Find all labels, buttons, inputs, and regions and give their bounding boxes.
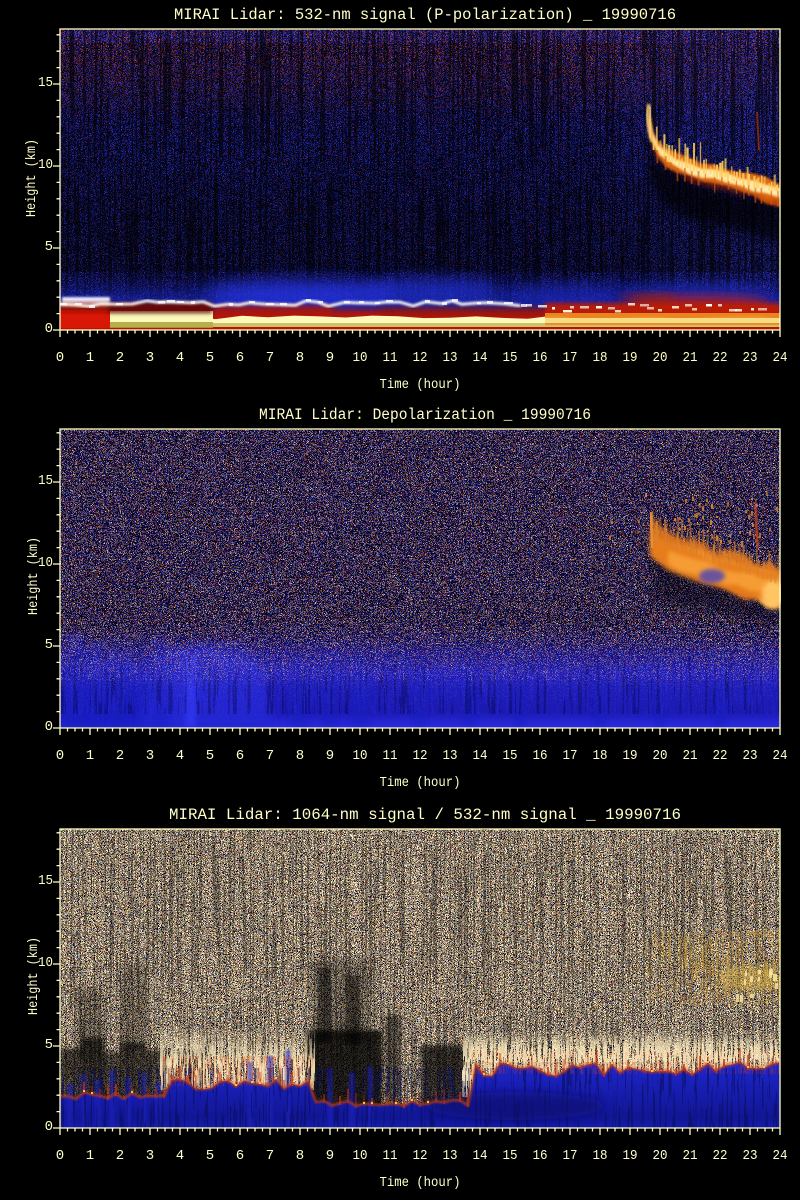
svg-text:3: 3 <box>146 748 154 764</box>
svg-text:19: 19 <box>623 1148 638 1164</box>
svg-text:Height (km): Height (km) <box>26 537 42 615</box>
svg-text:11: 11 <box>383 350 398 366</box>
svg-text:11: 11 <box>383 748 398 764</box>
svg-text:5: 5 <box>206 350 214 366</box>
svg-text:23: 23 <box>743 350 758 366</box>
svg-text:20: 20 <box>653 350 668 366</box>
svg-text:1: 1 <box>86 748 94 764</box>
svg-text:15: 15 <box>38 75 53 91</box>
svg-text:7: 7 <box>266 350 274 366</box>
svg-text:8: 8 <box>296 748 304 764</box>
svg-text:11: 11 <box>383 1148 398 1164</box>
svg-text:18: 18 <box>593 1148 608 1164</box>
svg-text:5: 5 <box>45 1037 53 1053</box>
svg-text:13: 13 <box>443 748 458 764</box>
svg-text:17: 17 <box>563 350 578 366</box>
svg-text:1: 1 <box>86 1148 94 1164</box>
svg-text:6: 6 <box>236 350 244 366</box>
svg-text:Time (hour): Time (hour) <box>380 775 461 791</box>
svg-text:Height (km): Height (km) <box>24 139 40 217</box>
svg-text:21: 21 <box>683 748 698 764</box>
svg-text:19: 19 <box>623 748 638 764</box>
svg-text:16: 16 <box>533 1148 548 1164</box>
svg-text:20: 20 <box>653 748 668 764</box>
svg-text:MIRAI Lidar: 1064-nm signal /: MIRAI Lidar: 1064-nm signal / 532-nm sig… <box>169 806 681 824</box>
svg-text:16: 16 <box>533 350 548 366</box>
svg-text:24: 24 <box>773 1148 788 1164</box>
svg-text:22: 22 <box>713 350 728 366</box>
svg-text:0: 0 <box>56 350 64 366</box>
svg-text:2: 2 <box>116 1148 124 1164</box>
svg-text:16: 16 <box>533 748 548 764</box>
svg-text:0: 0 <box>45 321 53 337</box>
svg-text:15: 15 <box>38 873 53 889</box>
svg-text:17: 17 <box>563 748 578 764</box>
svg-text:MIRAI Lidar: Depolarization _: MIRAI Lidar: Depolarization _ 19990716 <box>259 406 591 424</box>
svg-text:5: 5 <box>45 239 53 255</box>
svg-text:14: 14 <box>473 748 488 764</box>
svg-text:10: 10 <box>353 748 368 764</box>
svg-text:15: 15 <box>503 350 518 366</box>
svg-text:4: 4 <box>176 748 184 764</box>
svg-text:5: 5 <box>206 1148 214 1164</box>
svg-text:15: 15 <box>503 748 518 764</box>
svg-text:10: 10 <box>353 350 368 366</box>
svg-text:Height (km): Height (km) <box>26 937 42 1015</box>
svg-text:2: 2 <box>116 748 124 764</box>
svg-text:8: 8 <box>296 1148 304 1164</box>
svg-text:23: 23 <box>743 1148 758 1164</box>
svg-text:20: 20 <box>653 1148 668 1164</box>
svg-text:10: 10 <box>353 1148 368 1164</box>
svg-text:18: 18 <box>593 350 608 366</box>
svg-text:15: 15 <box>38 473 53 489</box>
svg-text:24: 24 <box>773 350 788 366</box>
svg-text:0: 0 <box>56 1148 64 1164</box>
svg-text:12: 12 <box>413 748 428 764</box>
svg-text:15: 15 <box>503 1148 518 1164</box>
svg-text:4: 4 <box>176 350 184 366</box>
svg-text:3: 3 <box>146 350 154 366</box>
svg-text:10: 10 <box>38 955 53 971</box>
svg-text:MIRAI Lidar: 532-nm signal (P-: MIRAI Lidar: 532-nm signal (P-polarizati… <box>174 6 676 24</box>
svg-text:22: 22 <box>713 1148 728 1164</box>
svg-text:9: 9 <box>326 748 334 764</box>
svg-text:4: 4 <box>176 1148 184 1164</box>
svg-text:12: 12 <box>413 1148 428 1164</box>
svg-text:23: 23 <box>743 748 758 764</box>
svg-text:14: 14 <box>473 350 488 366</box>
svg-text:14: 14 <box>473 1148 488 1164</box>
svg-text:13: 13 <box>443 1148 458 1164</box>
svg-text:9: 9 <box>326 1148 334 1164</box>
svg-text:Time (hour): Time (hour) <box>380 1175 461 1191</box>
svg-text:5: 5 <box>45 637 53 653</box>
svg-text:12: 12 <box>413 350 428 366</box>
svg-text:6: 6 <box>236 748 244 764</box>
svg-text:0: 0 <box>45 1119 53 1135</box>
svg-text:7: 7 <box>266 748 274 764</box>
svg-text:3: 3 <box>146 1148 154 1164</box>
svg-text:10: 10 <box>38 555 53 571</box>
svg-text:10: 10 <box>38 157 53 173</box>
svg-text:22: 22 <box>713 748 728 764</box>
svg-text:21: 21 <box>683 1148 698 1164</box>
svg-text:5: 5 <box>206 748 214 764</box>
svg-text:18: 18 <box>593 748 608 764</box>
svg-text:6: 6 <box>236 1148 244 1164</box>
svg-text:1: 1 <box>86 350 94 366</box>
svg-text:Time (hour): Time (hour) <box>380 377 461 393</box>
svg-text:24: 24 <box>773 748 788 764</box>
svg-text:7: 7 <box>266 1148 274 1164</box>
svg-text:2: 2 <box>116 350 124 366</box>
svg-text:0: 0 <box>56 748 64 764</box>
svg-text:13: 13 <box>443 350 458 366</box>
svg-text:17: 17 <box>563 1148 578 1164</box>
svg-text:0: 0 <box>45 719 53 735</box>
svg-text:8: 8 <box>296 350 304 366</box>
svg-text:21: 21 <box>683 350 698 366</box>
svg-text:9: 9 <box>326 350 334 366</box>
svg-text:19: 19 <box>623 350 638 366</box>
